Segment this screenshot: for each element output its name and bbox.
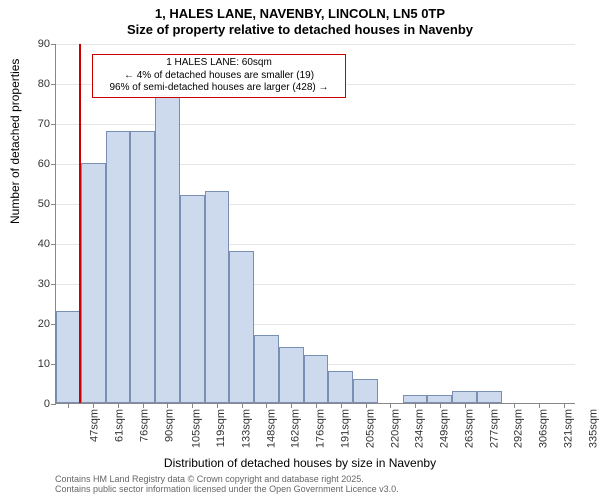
- x-tick-mark: [266, 403, 267, 408]
- x-tick-mark: [167, 403, 168, 408]
- y-tick-mark: [51, 284, 56, 285]
- y-tick-mark: [51, 404, 56, 405]
- histogram-bar: [180, 195, 205, 403]
- gridline-h: [56, 44, 575, 45]
- y-tick-label: 90: [24, 38, 50, 50]
- footer-line1: Contains HM Land Registry data © Crown c…: [55, 474, 399, 484]
- histogram-bar: [279, 347, 304, 403]
- y-tick-mark: [51, 124, 56, 125]
- x-tick-label: 47sqm: [89, 409, 101, 442]
- histogram-bar: [130, 131, 155, 403]
- y-tick-label: 20: [24, 318, 50, 330]
- x-tick-label: 76sqm: [138, 409, 150, 442]
- annotation-line1: 1 HALES LANE: 60sqm: [98, 57, 340, 70]
- x-tick-mark: [440, 403, 441, 408]
- footer-attribution: Contains HM Land Registry data © Crown c…: [55, 474, 399, 495]
- y-tick-label: 70: [24, 118, 50, 130]
- x-tick-label: 306sqm: [538, 409, 550, 448]
- footer-line2: Contains public sector information licen…: [55, 484, 399, 494]
- x-tick-label: 90sqm: [163, 409, 175, 442]
- x-tick-label: 292sqm: [513, 409, 525, 448]
- histogram-bar: [205, 191, 230, 403]
- x-tick-mark: [217, 403, 218, 408]
- x-tick-mark: [291, 403, 292, 408]
- x-tick-mark: [465, 403, 466, 408]
- y-tick-label: 50: [24, 198, 50, 210]
- x-tick-label: 119sqm: [215, 409, 227, 447]
- histogram-bar: [229, 251, 254, 403]
- histogram-bar: [81, 163, 106, 403]
- x-tick-label: 205sqm: [364, 409, 376, 448]
- y-tick-mark: [51, 44, 56, 45]
- x-tick-mark: [390, 403, 391, 408]
- x-tick-label: 133sqm: [241, 409, 253, 448]
- x-tick-label: 220sqm: [389, 409, 401, 448]
- x-tick-mark: [539, 403, 540, 408]
- x-tick-mark: [242, 403, 243, 408]
- histogram-bar: [477, 391, 502, 403]
- y-tick-label: 0: [24, 398, 50, 410]
- histogram-bar: [56, 311, 81, 403]
- x-tick-mark: [489, 403, 490, 408]
- x-tick-mark: [514, 403, 515, 408]
- y-tick-label: 30: [24, 278, 50, 290]
- x-tick-label: 249sqm: [439, 409, 451, 448]
- x-tick-label: 335sqm: [587, 409, 599, 448]
- x-tick-label: 277sqm: [488, 409, 500, 448]
- histogram-bar: [353, 379, 378, 403]
- y-tick-mark: [51, 164, 56, 165]
- chart-container: 1, HALES LANE, NAVENBY, LINCOLN, LN5 0TP…: [0, 0, 600, 500]
- annotation-line3: 96% of semi-detached houses are larger (…: [98, 82, 340, 95]
- x-tick-mark: [564, 403, 565, 408]
- title-line2: Size of property relative to detached ho…: [0, 22, 600, 38]
- x-tick-mark: [93, 403, 94, 408]
- histogram-bar: [254, 335, 279, 403]
- x-tick-mark: [415, 403, 416, 408]
- subject-marker-line: [79, 44, 81, 403]
- y-tick-mark: [51, 84, 56, 85]
- x-tick-label: 321sqm: [562, 409, 574, 448]
- histogram-bar: [328, 371, 353, 403]
- x-tick-label: 148sqm: [265, 409, 277, 448]
- y-tick-mark: [51, 244, 56, 245]
- x-tick-mark: [192, 403, 193, 408]
- y-tick-mark: [51, 204, 56, 205]
- x-tick-mark: [316, 403, 317, 408]
- x-tick-mark: [118, 403, 119, 408]
- annotation-line2: ← 4% of detached houses are smaller (19): [98, 70, 340, 83]
- gridline-h: [56, 124, 575, 125]
- histogram-bar: [106, 131, 131, 403]
- x-tick-mark: [341, 403, 342, 408]
- x-tick-mark: [366, 403, 367, 408]
- histogram-bar: [403, 395, 428, 403]
- y-tick-label: 80: [24, 78, 50, 90]
- x-tick-label: 61sqm: [114, 409, 126, 442]
- x-tick-label: 105sqm: [191, 409, 203, 448]
- y-tick-label: 60: [24, 158, 50, 170]
- x-tick-mark: [143, 403, 144, 408]
- y-tick-label: 10: [24, 358, 50, 370]
- histogram-bar: [304, 355, 329, 403]
- x-tick-label: 263sqm: [463, 409, 475, 448]
- x-tick-label: 176sqm: [315, 409, 327, 448]
- histogram-bar: [155, 95, 180, 403]
- x-tick-mark: [68, 403, 69, 408]
- x-axis-label: Distribution of detached houses by size …: [0, 456, 600, 470]
- x-tick-label: 234sqm: [414, 409, 426, 448]
- annotation-box: 1 HALES LANE: 60sqm← 4% of detached hous…: [92, 54, 346, 98]
- y-axis-label: Number of detached properties: [8, 59, 22, 224]
- histogram-bar: [452, 391, 477, 403]
- histogram-bar: [427, 395, 452, 403]
- plot-area: 010203040506070809047sqm61sqm76sqm90sqm1…: [55, 44, 575, 404]
- title-block: 1, HALES LANE, NAVENBY, LINCOLN, LN5 0TP…: [0, 0, 600, 39]
- title-line1: 1, HALES LANE, NAVENBY, LINCOLN, LN5 0TP: [0, 6, 600, 22]
- y-tick-label: 40: [24, 238, 50, 250]
- x-tick-label: 191sqm: [340, 409, 352, 448]
- x-tick-label: 162sqm: [290, 409, 302, 448]
